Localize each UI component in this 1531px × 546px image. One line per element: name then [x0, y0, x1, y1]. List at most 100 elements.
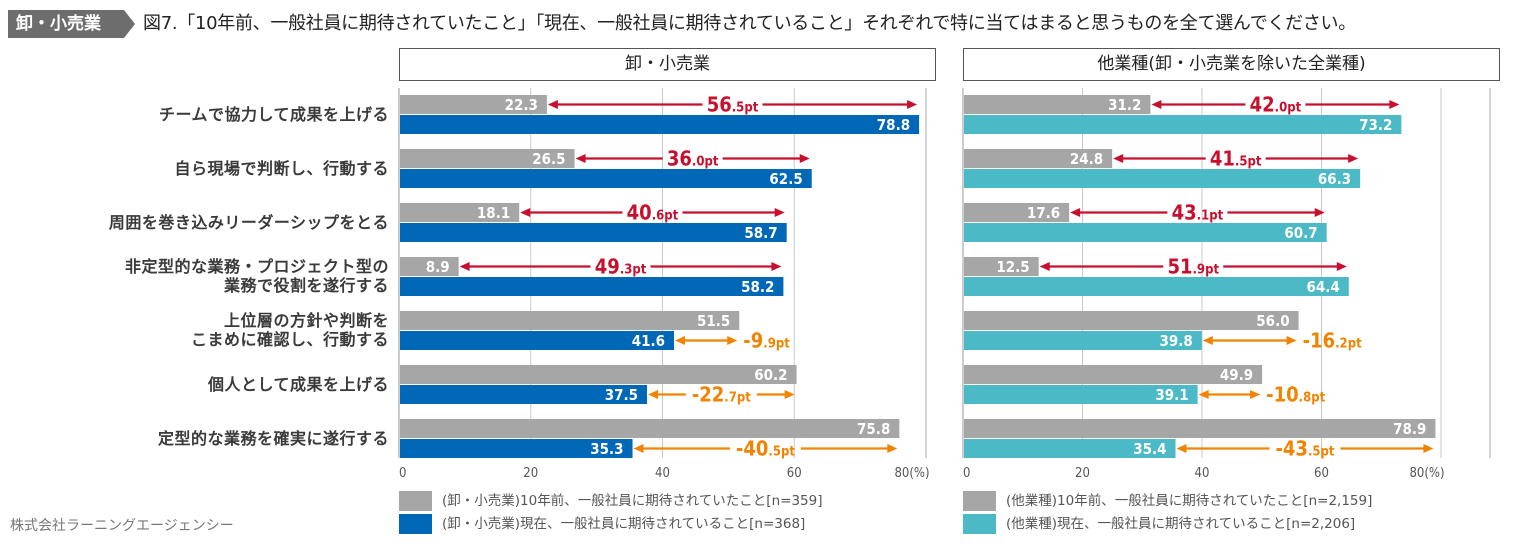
bar-now [964, 115, 1402, 134]
bar-now [400, 169, 812, 188]
bar-past [400, 95, 547, 114]
diff-label-int: -10 [1266, 383, 1299, 407]
diff-arrowhead-right [784, 390, 795, 399]
category-label-line: 個人として成果を上げる [207, 374, 389, 394]
diff-label-int: -43 [1275, 437, 1308, 461]
x-tick-label: 40 [1195, 466, 1210, 481]
diff-label-int: -40 [736, 437, 769, 461]
legend-label: (他業種)10年前、一般社員に期待されていたこと[n=2,159] [1006, 493, 1373, 509]
bar-label-past: 22.3 [505, 96, 538, 114]
diff-label: 43.1pt [1172, 201, 1224, 225]
diff-label: -22.7pt [692, 383, 751, 407]
diff-label: 49.3pt [595, 255, 647, 279]
diff-label-int: 40 [627, 201, 652, 225]
panel-title-retail: 卸・小売業 [399, 48, 936, 81]
bar-label-past: 56.0 [1256, 312, 1289, 330]
x-tick-label: 20 [523, 466, 538, 481]
bar-past [400, 257, 459, 276]
diff-label: 51.9pt [1167, 255, 1219, 279]
bar-label-now: 39.8 [1160, 332, 1193, 350]
diff-label: -16.2pt [1303, 329, 1362, 353]
diff-label-int: -22 [692, 383, 725, 407]
bar-label-past: 75.8 [857, 420, 890, 438]
bar-label-past: 8.9 [426, 258, 450, 276]
diff-label: 42.0pt [1250, 93, 1302, 117]
bar-label-now: 66.3 [1318, 170, 1351, 188]
diff-arrowhead-left [1176, 444, 1187, 453]
diff-arrowhead-right [1250, 390, 1261, 399]
category-label: 自ら現場で判断し、行動する [174, 159, 389, 178]
bar-past [964, 257, 1039, 276]
diff-arrowhead-left [547, 100, 558, 109]
bar-past [964, 311, 1299, 330]
bar-label-past: 49.9 [1220, 366, 1253, 384]
bar-label-past: 17.6 [1027, 204, 1060, 222]
diff-label-dec: .3pt [620, 263, 647, 278]
tag-arrow-icon [124, 10, 135, 38]
diff-label-dec: .8pt [1299, 391, 1326, 406]
diff-arrowhead-right [727, 336, 738, 345]
diff-arrowhead-left [1070, 208, 1081, 217]
diff-label-int: 42 [1250, 93, 1275, 117]
industry-tag: 卸・小売業 [8, 10, 124, 38]
diff-label-int: -16 [1303, 329, 1336, 353]
diff-arrowhead-left [1202, 336, 1213, 345]
legend-swatch-past [399, 491, 432, 511]
bar-label-now: 35.3 [590, 440, 623, 458]
legend-label: (卸・小売業)現在、一般社員に期待されていること[n=368] [442, 516, 806, 532]
diff-arrowhead-right [771, 262, 782, 271]
x-tick-label: 60 [787, 466, 802, 481]
bar-label-now: 62.5 [769, 170, 802, 188]
bar-now [400, 115, 920, 134]
category-label: 周囲を巻き込みリーダーシップをとる [109, 213, 389, 232]
bar-past [964, 149, 1113, 168]
legend-swatch-past [963, 491, 996, 511]
bar-label-now: 35.4 [1133, 440, 1166, 458]
diff-label-dec: .5pt [732, 101, 759, 116]
bar-label-past: 24.8 [1070, 150, 1103, 168]
diff-arrowhead-right [1314, 208, 1325, 217]
bar-past [400, 149, 575, 168]
diff-label: 36.0pt [667, 147, 719, 171]
bar-label-past: 51.5 [697, 312, 730, 330]
panel-title-other: 他業種(卸・小売業を除いた全業種) [963, 48, 1500, 81]
x-tick-label: 0 [399, 466, 406, 481]
bar-now [400, 331, 675, 350]
diff-label-dec: .6pt [652, 209, 679, 224]
diff-label-dec: .2pt [1335, 337, 1362, 352]
diff-arrowhead-left [1198, 390, 1209, 399]
bar-past [964, 203, 1070, 222]
bar-now [964, 277, 1349, 296]
category-label-line: 自ら現場で判断し、行動する [174, 158, 389, 178]
x-tick-label: 20 [1075, 466, 1090, 481]
bar-past [400, 203, 520, 222]
bar-label-past: 12.5 [996, 258, 1029, 276]
category-label-line: チームで協力して成果を上げる [158, 104, 389, 124]
diff-arrowhead-right [1286, 336, 1297, 345]
category-label-line: 上位層の方針や判断を [223, 311, 389, 330]
diff-label: 40.6pt [627, 201, 679, 225]
diff-label-dec: .5pt [1235, 155, 1262, 170]
category-label-line: こまめに確認し、行動する [190, 330, 389, 349]
diff-label-dec: .5pt [768, 445, 795, 460]
diff-label-dec: .5pt [1308, 445, 1335, 460]
diff-label-int: 36 [667, 147, 692, 171]
bar-label-now: 41.6 [632, 332, 665, 350]
company-credit: 株式会社ラーニングエージェンシー [10, 518, 234, 534]
bar-label-now: 58.7 [744, 224, 777, 242]
diff-arrowhead-right [1389, 100, 1400, 109]
diff-arrowhead-right [907, 100, 918, 109]
bar-label-now: 78.8 [877, 116, 910, 134]
diff-arrowhead-right [799, 154, 810, 163]
diff-label-int: 43 [1172, 201, 1197, 225]
bar-now [964, 385, 1198, 404]
diff-arrowhead-right [774, 208, 785, 217]
bar-past [400, 365, 797, 384]
diff-arrowhead-right [1336, 262, 1347, 271]
legend-label: (他業種)現在、一般社員に期待されていること[n=2,206] [1006, 516, 1356, 532]
x-tick-label: 0 [963, 466, 970, 481]
diff-label-int: 41 [1210, 147, 1235, 171]
category-label-line: 周囲を巻き込みリーダーシップをとる [108, 212, 389, 232]
diff-arrowhead-right [887, 444, 898, 453]
